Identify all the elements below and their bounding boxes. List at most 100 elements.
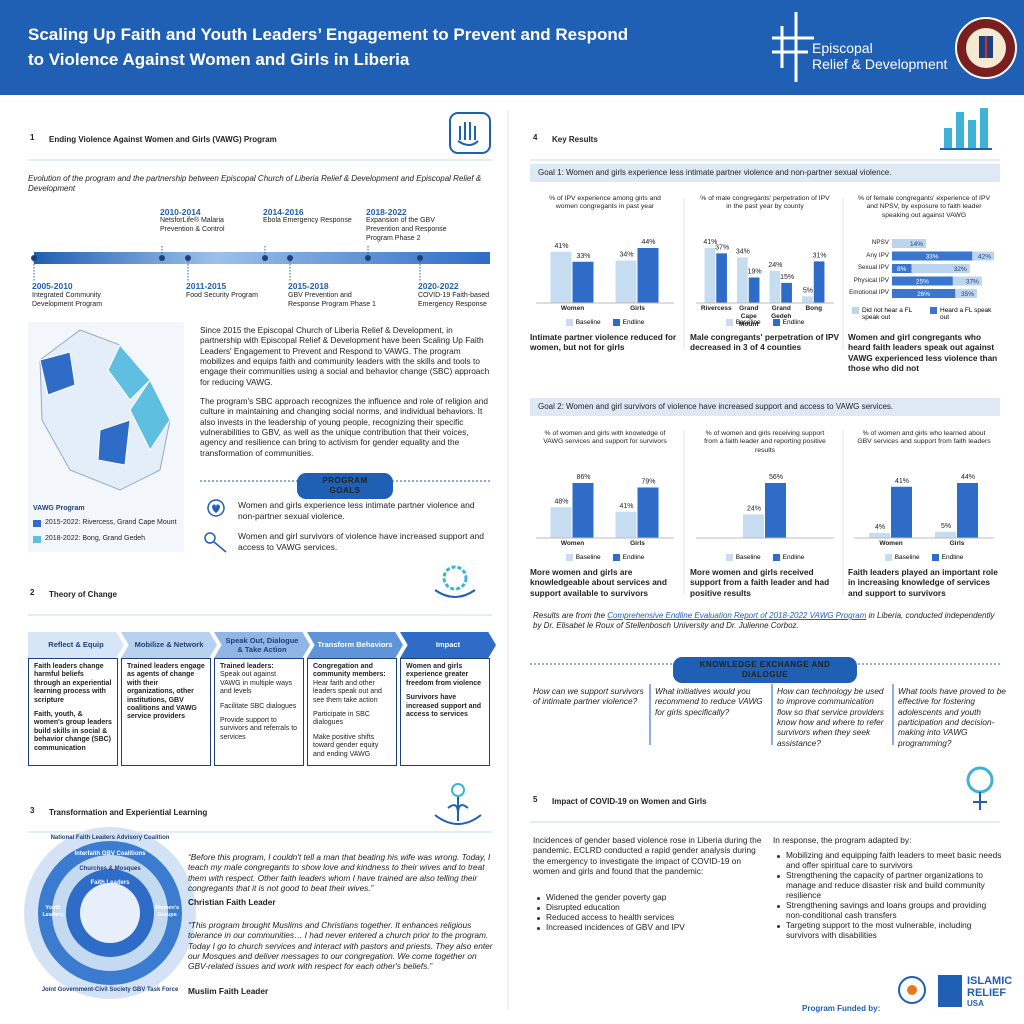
chart: % of male congregants' perpetration of I… — [690, 195, 840, 375]
goal: Women and girls experience less intimate… — [238, 500, 475, 521]
text: The program's SBC approach recognizes th… — [200, 396, 488, 458]
x-tick-label: Grand Cape Mount — [739, 305, 759, 329]
bar — [935, 531, 956, 538]
legend: Baseline Endline — [690, 554, 840, 561]
logo-cross — [772, 12, 814, 82]
stage-lead: Congregation and community members: — [313, 663, 386, 679]
bullet-text: Reduced access to health services — [546, 911, 675, 922]
bar — [957, 483, 978, 538]
text: Incidences of gender based violence rose… — [533, 835, 762, 877]
bar — [716, 253, 727, 303]
bar — [765, 483, 786, 538]
ring-label: Interfaith GBV Coalitions — [74, 851, 146, 857]
x-tick-label: Girls — [630, 540, 645, 547]
text: Evolution of the program and the partner… — [28, 174, 482, 193]
legend-item: Endline — [612, 319, 645, 326]
bar — [891, 486, 912, 538]
legend-item: Heard a FL speak out — [930, 307, 996, 321]
value-label: 34% — [619, 252, 633, 259]
note-text: Results are from the — [533, 611, 608, 620]
x-tick-label: Grand Gedeh — [771, 305, 792, 321]
timeline-years: 2020-2022 — [418, 281, 459, 291]
legend-label: Baseline — [575, 554, 601, 561]
legend-label: Baseline — [575, 319, 601, 326]
legend-swatch — [612, 554, 620, 561]
bullet-text: Targeting support to the most vulnerable… — [786, 919, 972, 940]
bullet-item: Strengthening the capacity of partner or… — [773, 870, 1003, 901]
legend-label: Did not hear a FL speak out — [862, 307, 912, 321]
legend-item: Baseline — [565, 554, 601, 561]
value-label: 5% — [941, 523, 951, 530]
chart-caption: Intimate partner violence reduced for wo… — [530, 332, 677, 353]
timeline-dot — [31, 255, 37, 261]
value-label: 5% — [803, 287, 813, 294]
legend-label: Baseline — [735, 319, 761, 326]
legend-label: Endline — [941, 554, 964, 561]
stage-item: Make positive shifts toward gender equit… — [313, 733, 379, 758]
goal-banner: Goal 2: Women and girl survivors of viol… — [530, 398, 1000, 416]
stage-box: Trained leaders: Speak out against VAWG i… — [214, 658, 304, 766]
legend-label: Endline — [622, 319, 645, 326]
stage-title: Transform Behaviors — [307, 632, 403, 658]
chart-title: % of women and girls who learned about G… — [857, 430, 991, 446]
chart: % of female congregants' experience of I… — [848, 195, 1000, 375]
x-tick-label: Women — [560, 540, 585, 547]
bar — [637, 248, 659, 303]
value-label: 37% — [966, 279, 979, 286]
legend: Baseline Endline — [848, 554, 1000, 561]
timeline-dot — [365, 255, 371, 261]
value-label: 24% — [768, 262, 782, 269]
chart-title: % of women and girls receiving support f… — [704, 430, 826, 454]
funder-name: RELIEF — [967, 987, 1007, 999]
y-tick-label: NPSV — [871, 239, 889, 246]
value-label: 56% — [769, 474, 783, 481]
quote: “Before this program, I couldn't tell a … — [188, 852, 491, 894]
section-number: 3 — [30, 806, 35, 815]
source-note: Results are from the Comprehensive Endli… — [533, 611, 1000, 631]
bar — [892, 264, 912, 273]
stage-item: Provide support to survivors and referra… — [220, 716, 298, 741]
chart-plot: 4% 41% 5% 44% — [854, 474, 994, 539]
legend: Baseline Endline — [530, 319, 680, 326]
ring-label: Women's Groups — [154, 905, 180, 918]
funder-name: USA — [967, 999, 984, 1008]
bullet — [777, 924, 780, 928]
legend-label: Endline — [782, 554, 805, 561]
ring-label: Youth Leaders — [42, 905, 64, 918]
quote-attribution: Muslim Faith Leader — [188, 986, 269, 996]
timeline-years: 2011-2015 — [186, 281, 227, 291]
value-label: 19% — [748, 269, 762, 276]
bar — [615, 511, 637, 538]
legend-swatch — [931, 554, 939, 561]
chart-title: % of IPV experience among girls and wome… — [549, 195, 661, 211]
value-label: 37% — [715, 244, 729, 251]
bullet-text: Disrupted education — [546, 901, 620, 912]
timeline-label: NetsforLife® Malaria Prevention & Contro… — [160, 217, 225, 233]
value-label: 41% — [895, 478, 909, 485]
stage-lead: Trained leaders: — [220, 663, 274, 670]
value-label: 41% — [554, 243, 568, 250]
value-label: 34% — [736, 248, 750, 255]
value-label: 41% — [619, 503, 633, 510]
legend-swatch — [852, 307, 859, 314]
map-legend-item: 2018-2022: Bong, Grand Gedeh — [45, 535, 146, 542]
timeline-dot — [417, 255, 423, 261]
chart-caption: Male congregants' perpetration of IPV de… — [690, 332, 840, 353]
chart-title: % of female congregants' experience of I… — [857, 195, 991, 219]
bar — [781, 282, 792, 303]
legend-item: Baseline — [884, 554, 920, 561]
value-label: 86% — [576, 474, 590, 481]
chart-title: % of male congregants' perpetration of I… — [700, 195, 830, 211]
text: Since 2015 the Episcopal Church of Liber… — [200, 325, 490, 387]
value-label: 24% — [747, 505, 761, 512]
question: How can we support survivors of intimate… — [533, 686, 644, 707]
bullet — [537, 926, 540, 930]
chart-plot: 41% 33% 34% 44% — [536, 239, 674, 304]
bar — [769, 270, 781, 303]
goal: Women and girl survivors of violence hav… — [238, 531, 485, 552]
bullet — [537, 916, 540, 920]
bullet-text: Mobilizing and equipping faith leaders t… — [786, 850, 1002, 870]
legend-swatch — [772, 554, 780, 561]
value-label: 33% — [926, 254, 939, 261]
bar — [572, 261, 594, 303]
